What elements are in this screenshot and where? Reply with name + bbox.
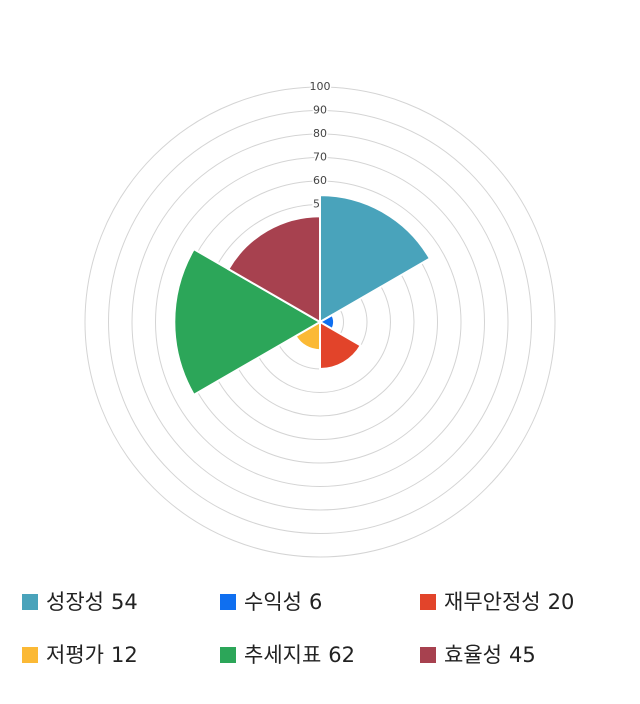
legend-value: 54 (111, 590, 138, 614)
r-tick-label: 100 (310, 80, 331, 93)
legend-swatch (22, 647, 38, 663)
legend-value: 6 (309, 590, 322, 614)
wedge (319, 320, 363, 371)
legend-swatch (22, 594, 38, 610)
wedge (227, 215, 321, 324)
grid-circle (131, 133, 509, 511)
legend-value: 20 (548, 590, 575, 614)
legend-label: 효율성 45 (444, 643, 536, 667)
grid-circle (155, 157, 485, 487)
legend-name: 추세지표 (244, 643, 321, 667)
legend-value: 12 (111, 643, 138, 667)
legend-label: 재무안정성 20 (444, 590, 574, 614)
legend-label: 성장성 54 (46, 590, 138, 614)
legend-swatch (420, 594, 436, 610)
legend-value: 45 (509, 643, 536, 667)
legend-name: 저평가 (46, 643, 104, 667)
legend-name: 성장성 (46, 590, 104, 614)
r-tick-label: 70 (313, 151, 327, 164)
grid-circle (108, 110, 532, 534)
legend-swatch (220, 594, 236, 610)
legend-name: 효율성 (444, 643, 502, 667)
r-tick-label: 60 (313, 174, 327, 187)
grid-circle (84, 86, 556, 558)
legend-label: 수익성 6 (244, 590, 322, 614)
legend-name: 재무안정성 (444, 590, 541, 614)
legend-label: 저평가 12 (46, 643, 138, 667)
legend-value: 62 (328, 643, 355, 667)
legend-swatch (220, 647, 236, 663)
wedge (319, 194, 432, 324)
r-tick-label: 80 (313, 127, 327, 140)
legend-swatch (420, 647, 436, 663)
legend-name: 수익성 (244, 590, 302, 614)
wedge (173, 247, 323, 397)
r-tick-label: 90 (313, 104, 327, 117)
legend-label: 추세지표 62 (244, 643, 355, 667)
